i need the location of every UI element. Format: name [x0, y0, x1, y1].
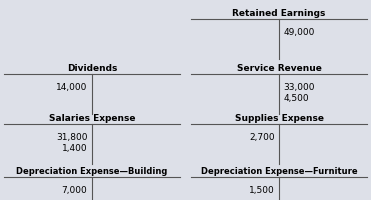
Text: 2,700: 2,700 [249, 133, 275, 142]
Text: 1,400: 1,400 [62, 144, 88, 153]
Text: Service Revenue: Service Revenue [237, 64, 322, 73]
Text: 4,500: 4,500 [284, 94, 309, 103]
Text: 33,000: 33,000 [284, 83, 315, 92]
Text: Retained Earnings: Retained Earnings [233, 9, 326, 18]
Text: 31,800: 31,800 [56, 133, 88, 142]
Text: Depreciation Expense—Furniture: Depreciation Expense—Furniture [201, 167, 358, 176]
Text: Supplies Expense: Supplies Expense [235, 114, 324, 123]
Text: 14,000: 14,000 [56, 83, 88, 92]
Text: 49,000: 49,000 [284, 28, 315, 37]
Text: Dividends: Dividends [67, 64, 117, 73]
Text: 1,500: 1,500 [249, 186, 275, 195]
Text: 7,000: 7,000 [62, 186, 88, 195]
Text: Salaries Expense: Salaries Expense [49, 114, 135, 123]
Text: Depreciation Expense—Building: Depreciation Expense—Building [16, 167, 168, 176]
